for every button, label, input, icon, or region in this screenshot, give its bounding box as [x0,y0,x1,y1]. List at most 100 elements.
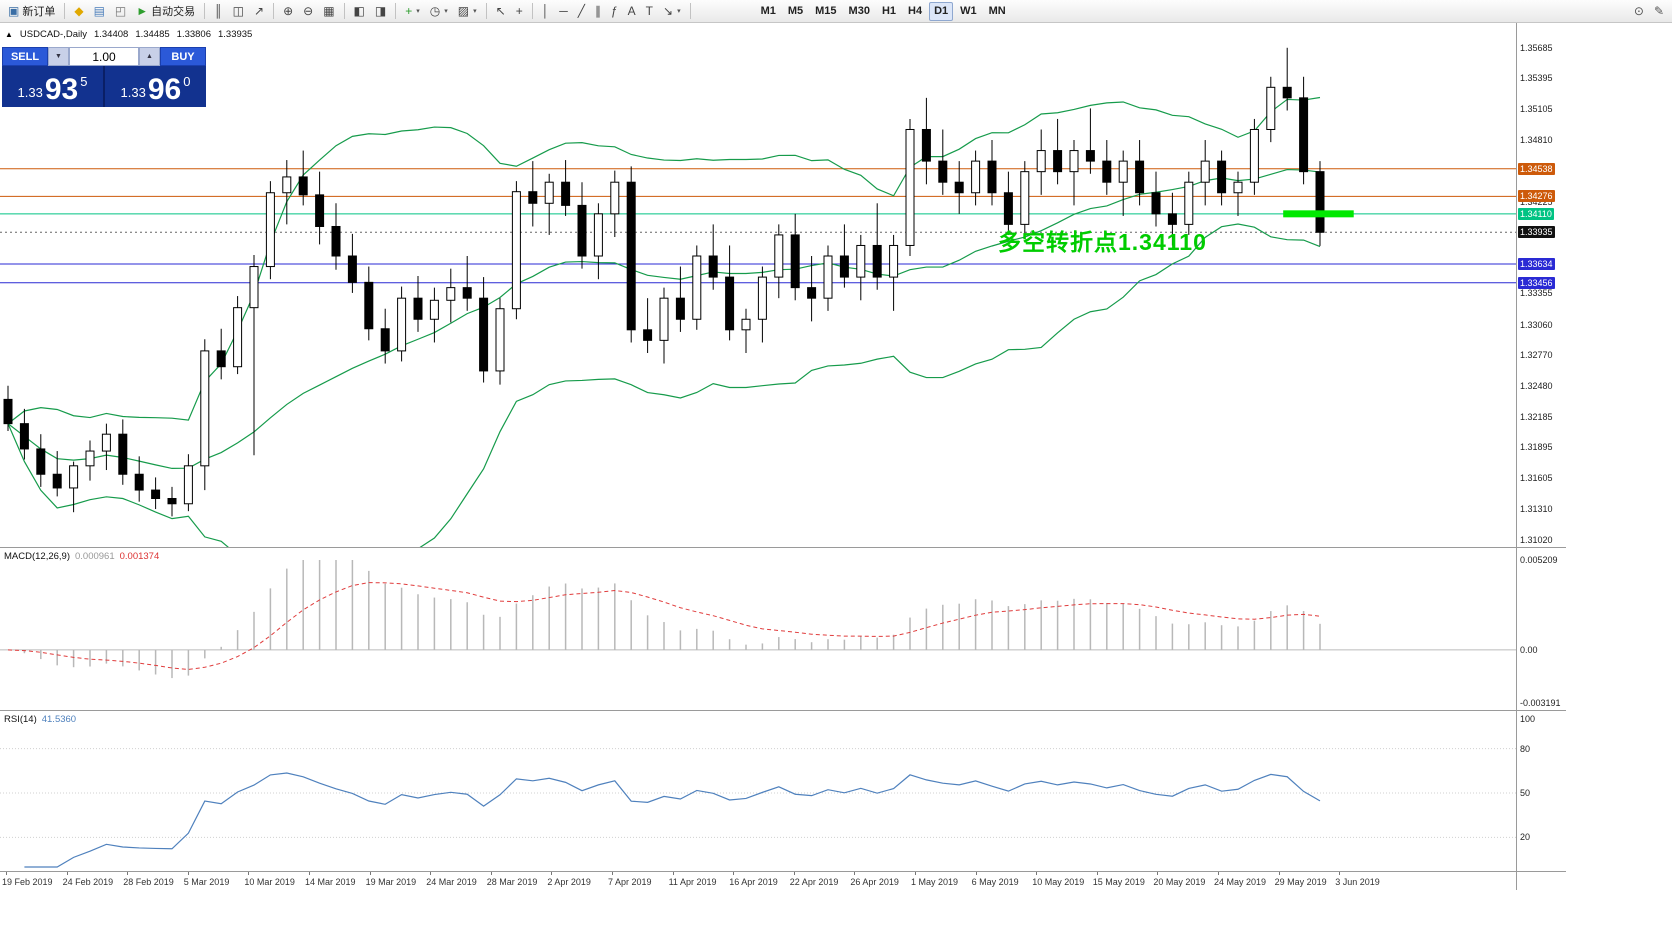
zoom-out-button[interactable]: ⊖ [299,2,317,21]
bar-chart-button[interactable]: ║ [210,2,227,21]
zoom-in-button[interactable]: ⊕ [279,2,297,21]
rsi-label: RSI(14) 41.5360 [4,714,76,725]
axis-label: 1.34810 [1520,135,1553,146]
toolbar-separator [485,3,487,19]
axis-separator [1516,23,1517,890]
equidistant-channel-button[interactable]: ∥ [591,2,605,21]
text-icon: A [627,4,636,18]
buy-button[interactable]: BUY [160,47,206,66]
text-label-icon: T [645,4,653,18]
time-tick [369,872,371,875]
profiles-button[interactable]: ◰ [111,2,130,21]
tf-w1-label: W1 [960,5,977,17]
quick-edit-button[interactable]: ✎ [1650,2,1668,21]
axis-label: 1.31020 [1520,534,1553,545]
tf-m1-button[interactable]: M1 [756,2,781,21]
date-label: 3 Jun 2019 [1335,877,1380,887]
tf-mn-button[interactable]: MN [984,2,1011,21]
fibonacci-button[interactable]: ƒ [607,2,622,21]
tf-m15-button[interactable]: M15 [810,2,841,21]
autotrading-button[interactable]: ► 自动交易 [132,2,199,21]
sell-button[interactable]: SELL [2,47,48,66]
cascade-windows-button[interactable]: ◨ [371,2,390,21]
tf-h1-label: H1 [881,5,897,17]
candlestick-chart-button[interactable]: ◫ [229,2,248,21]
tf-h4-button[interactable]: H4 [903,2,927,21]
autotrading-icon: ► [136,4,149,18]
ohlc-low: 1.33806 [176,29,211,40]
caret-down-icon: ▼ [55,53,62,60]
line-chart-icon: ↗ [254,4,265,18]
macd-axis[interactable]: 0.005209 0.00 -0.003191 [1517,548,1566,710]
main-chart[interactable] [0,23,1516,547]
volume-input[interactable]: 1.00 [69,47,139,66]
chart-annotation[interactable]: 多空转折点1.34110 [998,229,1207,255]
caret-up-icon: ▲ [146,53,153,60]
new-order-button[interactable]: ▣ 新订单 [4,2,59,21]
panel-divider[interactable] [0,710,1566,711]
panel-divider[interactable] [0,547,1566,548]
macd-value: 0.000961 [75,551,115,562]
volume-decrease-button[interactable]: ▼ [48,47,69,66]
search-icon: ⊙ [1633,4,1644,18]
axis-label: 1.35395 [1520,73,1553,84]
macd-chart[interactable] [0,548,1516,710]
horizontal-line-button[interactable]: ─ [555,2,572,21]
text-label-button[interactable]: T [642,2,657,21]
time-tick [430,872,432,875]
ohlc-high: 1.34485 [135,29,170,40]
price-level-badge: 1.33634 [1518,258,1555,271]
axis-label: 20 [1520,832,1531,843]
crosshair-icon: + [515,4,523,18]
dropdown-caret-icon: ▾ [444,8,448,15]
time-tick [612,872,613,875]
line-chart-button[interactable]: ↗ [250,2,268,21]
tf-d1-button[interactable]: D1 [929,1,954,21]
crosshair-button[interactable]: + [512,2,527,21]
search-button[interactable]: ⊙ [1630,2,1648,21]
arrange-windows-button[interactable]: ◧ [350,2,369,21]
cursor-button[interactable]: ↖ [492,2,510,21]
date-label: 26 Apr 2019 [850,877,899,887]
price-axis[interactable]: 1.356851.353951.351051.348101.345201.342… [1517,23,1566,547]
time-tick [187,872,189,875]
tf-w1-button[interactable]: W1 [955,2,982,21]
date-label: 16 Apr 2019 [729,877,778,887]
indicators-button[interactable]: + ▾ [401,2,424,21]
volume-increase-button[interactable]: ▲ [139,47,160,66]
axis-label: 1.33355 [1520,288,1553,299]
macd-signal-value: 0.001374 [119,551,160,562]
axis-label: 50 [1520,788,1531,798]
metaeditor-button[interactable]: ◆ [70,2,87,21]
time-tick [1096,872,1098,875]
templates-button[interactable]: ▨ ▾ [454,2,481,21]
tf-m5-button[interactable]: M5 [783,2,808,21]
rsi-axis[interactable]: 100 80 50 20 [1517,711,1566,871]
vertical-line-button[interactable]: │ [538,2,554,21]
tf-m15-label: M15 [815,5,837,17]
tile-windows-icon: ▦ [323,4,335,18]
time-axis[interactable]: 19 Feb 2019 24 Feb 2019 28 Feb 2019 5 Mar 2… [0,871,1566,890]
tf-h1-button[interactable]: H1 [877,2,901,21]
time-tick [490,872,492,875]
sell-price-display[interactable]: 1.33 93 5 [2,66,103,107]
tf-m5-label: M5 [787,5,804,17]
dropdown-caret-icon: ▾ [416,8,420,15]
charts-button[interactable]: ▤ [90,2,109,21]
rsi-chart[interactable] [0,711,1516,871]
periods-button[interactable]: ◷ ▾ [426,2,452,21]
profiles-icon: ◰ [114,4,127,18]
rsi-value: 41.5360 [41,714,77,725]
time-tick [672,872,674,875]
tile-windows-button[interactable]: ▦ [319,2,338,21]
trendline-button[interactable]: ╱ [574,2,589,21]
macd-panel: MACD(12,26,9) 0.000961 0.001374 [0,548,1516,710]
buy-price-display[interactable]: 1.33 96 0 [105,66,206,107]
timeframe-bar: M1 M5 M15 M30 H1 H4 D1 W1 MN [755,1,1012,21]
tf-m30-button[interactable]: M30 [844,2,875,21]
arrows-button[interactable]: ↘ ▾ [659,2,685,21]
date-label: 15 May 2019 [1092,877,1145,887]
text-button[interactable]: A [624,2,640,21]
tf-m1-label: M1 [760,5,776,17]
